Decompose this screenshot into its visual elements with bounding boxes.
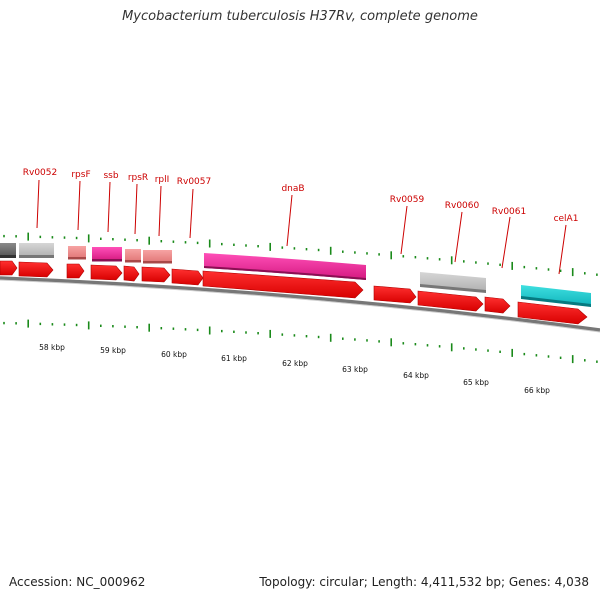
cds-arrow [90,264,123,281]
feature-block [204,253,366,280]
label-leaders [36,179,567,275]
feature-block [0,243,16,257]
kbp-label: 59 kbp [100,346,126,355]
cds-arrow [66,263,85,279]
cds-arrow [123,265,140,282]
kbp-label: 64 kbp [403,371,429,380]
gene-label: dnaB [281,184,304,194]
feature-block [68,246,86,259]
gene-label: rpsF [71,170,90,180]
gene-labels: Rv0052 rpsF ssb rpsR rplI Rv0057 dnaB Rv… [23,168,579,224]
cds-arrow [517,301,588,325]
cds-arrow [0,260,18,276]
cds-arrow [373,285,417,304]
kbp-label: 63 kbp [342,365,368,374]
accession-text: Accession: NC_000962 [9,575,146,589]
kbp-label: 66 kbp [524,386,550,395]
cds-arrow [202,270,364,299]
cds-arrow [417,290,484,312]
gene-label: rpsR [128,173,148,183]
cds-arrow [484,296,511,314]
gene-label: Rv0060 [445,201,480,211]
cds-arrow [171,268,204,286]
lower-tick-track [3,319,598,364]
feature-block [19,243,54,257]
gene-label: Rv0059 [390,195,425,205]
genome-summary-text: Topology: circular; Length: 4,411,532 bp… [259,575,589,589]
gene-label: Rv0052 [23,168,57,178]
feature-track [0,243,591,307]
gene-label: Rv0057 [177,177,211,187]
kbp-labels: 58 kbp 59 kbp 60 kbp 61 kbp 62 kbp 63 kb… [39,343,550,395]
cds-track [0,260,588,325]
feature-block [143,250,172,263]
feature-block [92,247,122,261]
upper-tick-track [3,232,598,277]
gene-label: celA1 [554,214,579,224]
kbp-label: 61 kbp [221,354,247,363]
kbp-label: 65 kbp [463,378,489,387]
feature-block [521,285,591,306]
genome-backbone [0,276,600,332]
kbp-label: 62 kbp [282,359,308,368]
feature-block [125,249,141,262]
cds-arrow [141,266,171,283]
kbp-label: 58 kbp [39,343,65,352]
gene-label: Rv0061 [492,207,526,217]
map-title: Mycobacterium tuberculosis H37Rv, comple… [122,9,478,24]
gene-label: ssb [103,171,118,181]
cds-arrow [18,261,54,278]
kbp-label: 60 kbp [161,350,187,359]
gene-label: rplI [155,175,170,185]
